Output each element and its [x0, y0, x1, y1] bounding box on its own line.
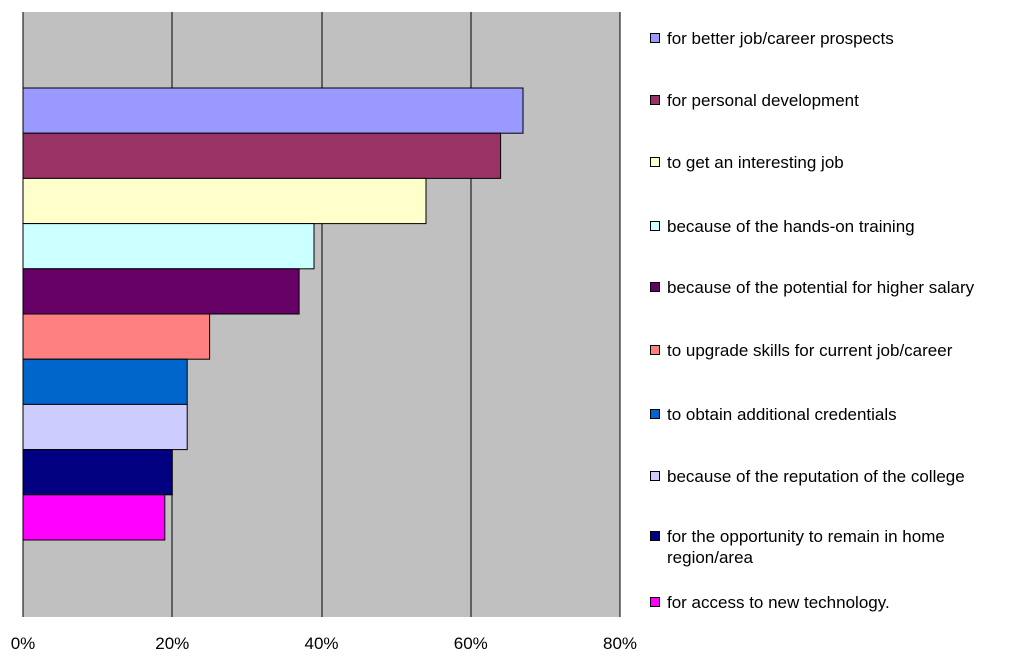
bar-chart-plot	[22, 12, 621, 617]
bar	[22, 87, 524, 134]
legend-label: because of the reputation of the college	[667, 467, 965, 486]
legend-swatch	[650, 157, 660, 167]
legend-item: because of the hands-on training	[650, 216, 1020, 237]
bar	[22, 223, 315, 270]
bar	[22, 494, 166, 541]
bar	[22, 268, 300, 315]
legend-swatch	[650, 221, 660, 231]
legend-item: to obtain additional credentials	[650, 404, 1020, 425]
x-tick-label: 20%	[155, 634, 190, 653]
legend-swatch	[650, 282, 660, 292]
legend-swatch	[650, 531, 660, 541]
legend-label: for access to new technology.	[667, 593, 890, 612]
legend-label: to get an interesting job	[667, 153, 844, 172]
bar	[22, 313, 211, 360]
legend-label: because of the potential for higher sala…	[667, 278, 975, 297]
legend-swatch	[650, 597, 660, 607]
x-tick-label: 80%	[602, 634, 638, 653]
legend-label: because of the hands-on training	[667, 217, 915, 236]
legend-item: for better job/career prospects	[650, 28, 1020, 49]
bar	[22, 449, 173, 496]
legend-item: for the opportunity to remain in home re…	[650, 526, 1020, 568]
legend-swatch	[650, 33, 660, 43]
bar	[22, 403, 188, 451]
x-tick-label: 60%	[453, 634, 488, 653]
legend-swatch	[650, 95, 660, 105]
bar	[22, 132, 502, 179]
legend-swatch	[650, 471, 660, 481]
legend-swatch	[650, 409, 660, 419]
legend-item: for access to new technology.	[650, 592, 1020, 613]
legend-item: to get an interesting job	[650, 152, 1020, 173]
x-tick-label: 0%	[10, 634, 36, 653]
legend-label: to obtain additional credentials	[667, 405, 897, 424]
legend-item: because of the reputation of the college	[650, 466, 1020, 487]
legend-label: for personal development	[667, 91, 859, 110]
x-tick-label: 40%	[304, 634, 339, 653]
legend-label: to upgrade skills for current job/career	[667, 341, 953, 360]
legend-label: for the opportunity to remain in home re…	[667, 527, 945, 567]
legend-label: for better job/career prospects	[667, 29, 894, 48]
legend-item: because of the potential for higher sala…	[650, 277, 1020, 298]
legend-item: to upgrade skills for current job/career	[650, 340, 1020, 361]
legend-swatch	[650, 345, 660, 355]
bar	[22, 177, 427, 225]
bar	[22, 358, 188, 405]
legend-item: for personal development	[650, 90, 1020, 111]
